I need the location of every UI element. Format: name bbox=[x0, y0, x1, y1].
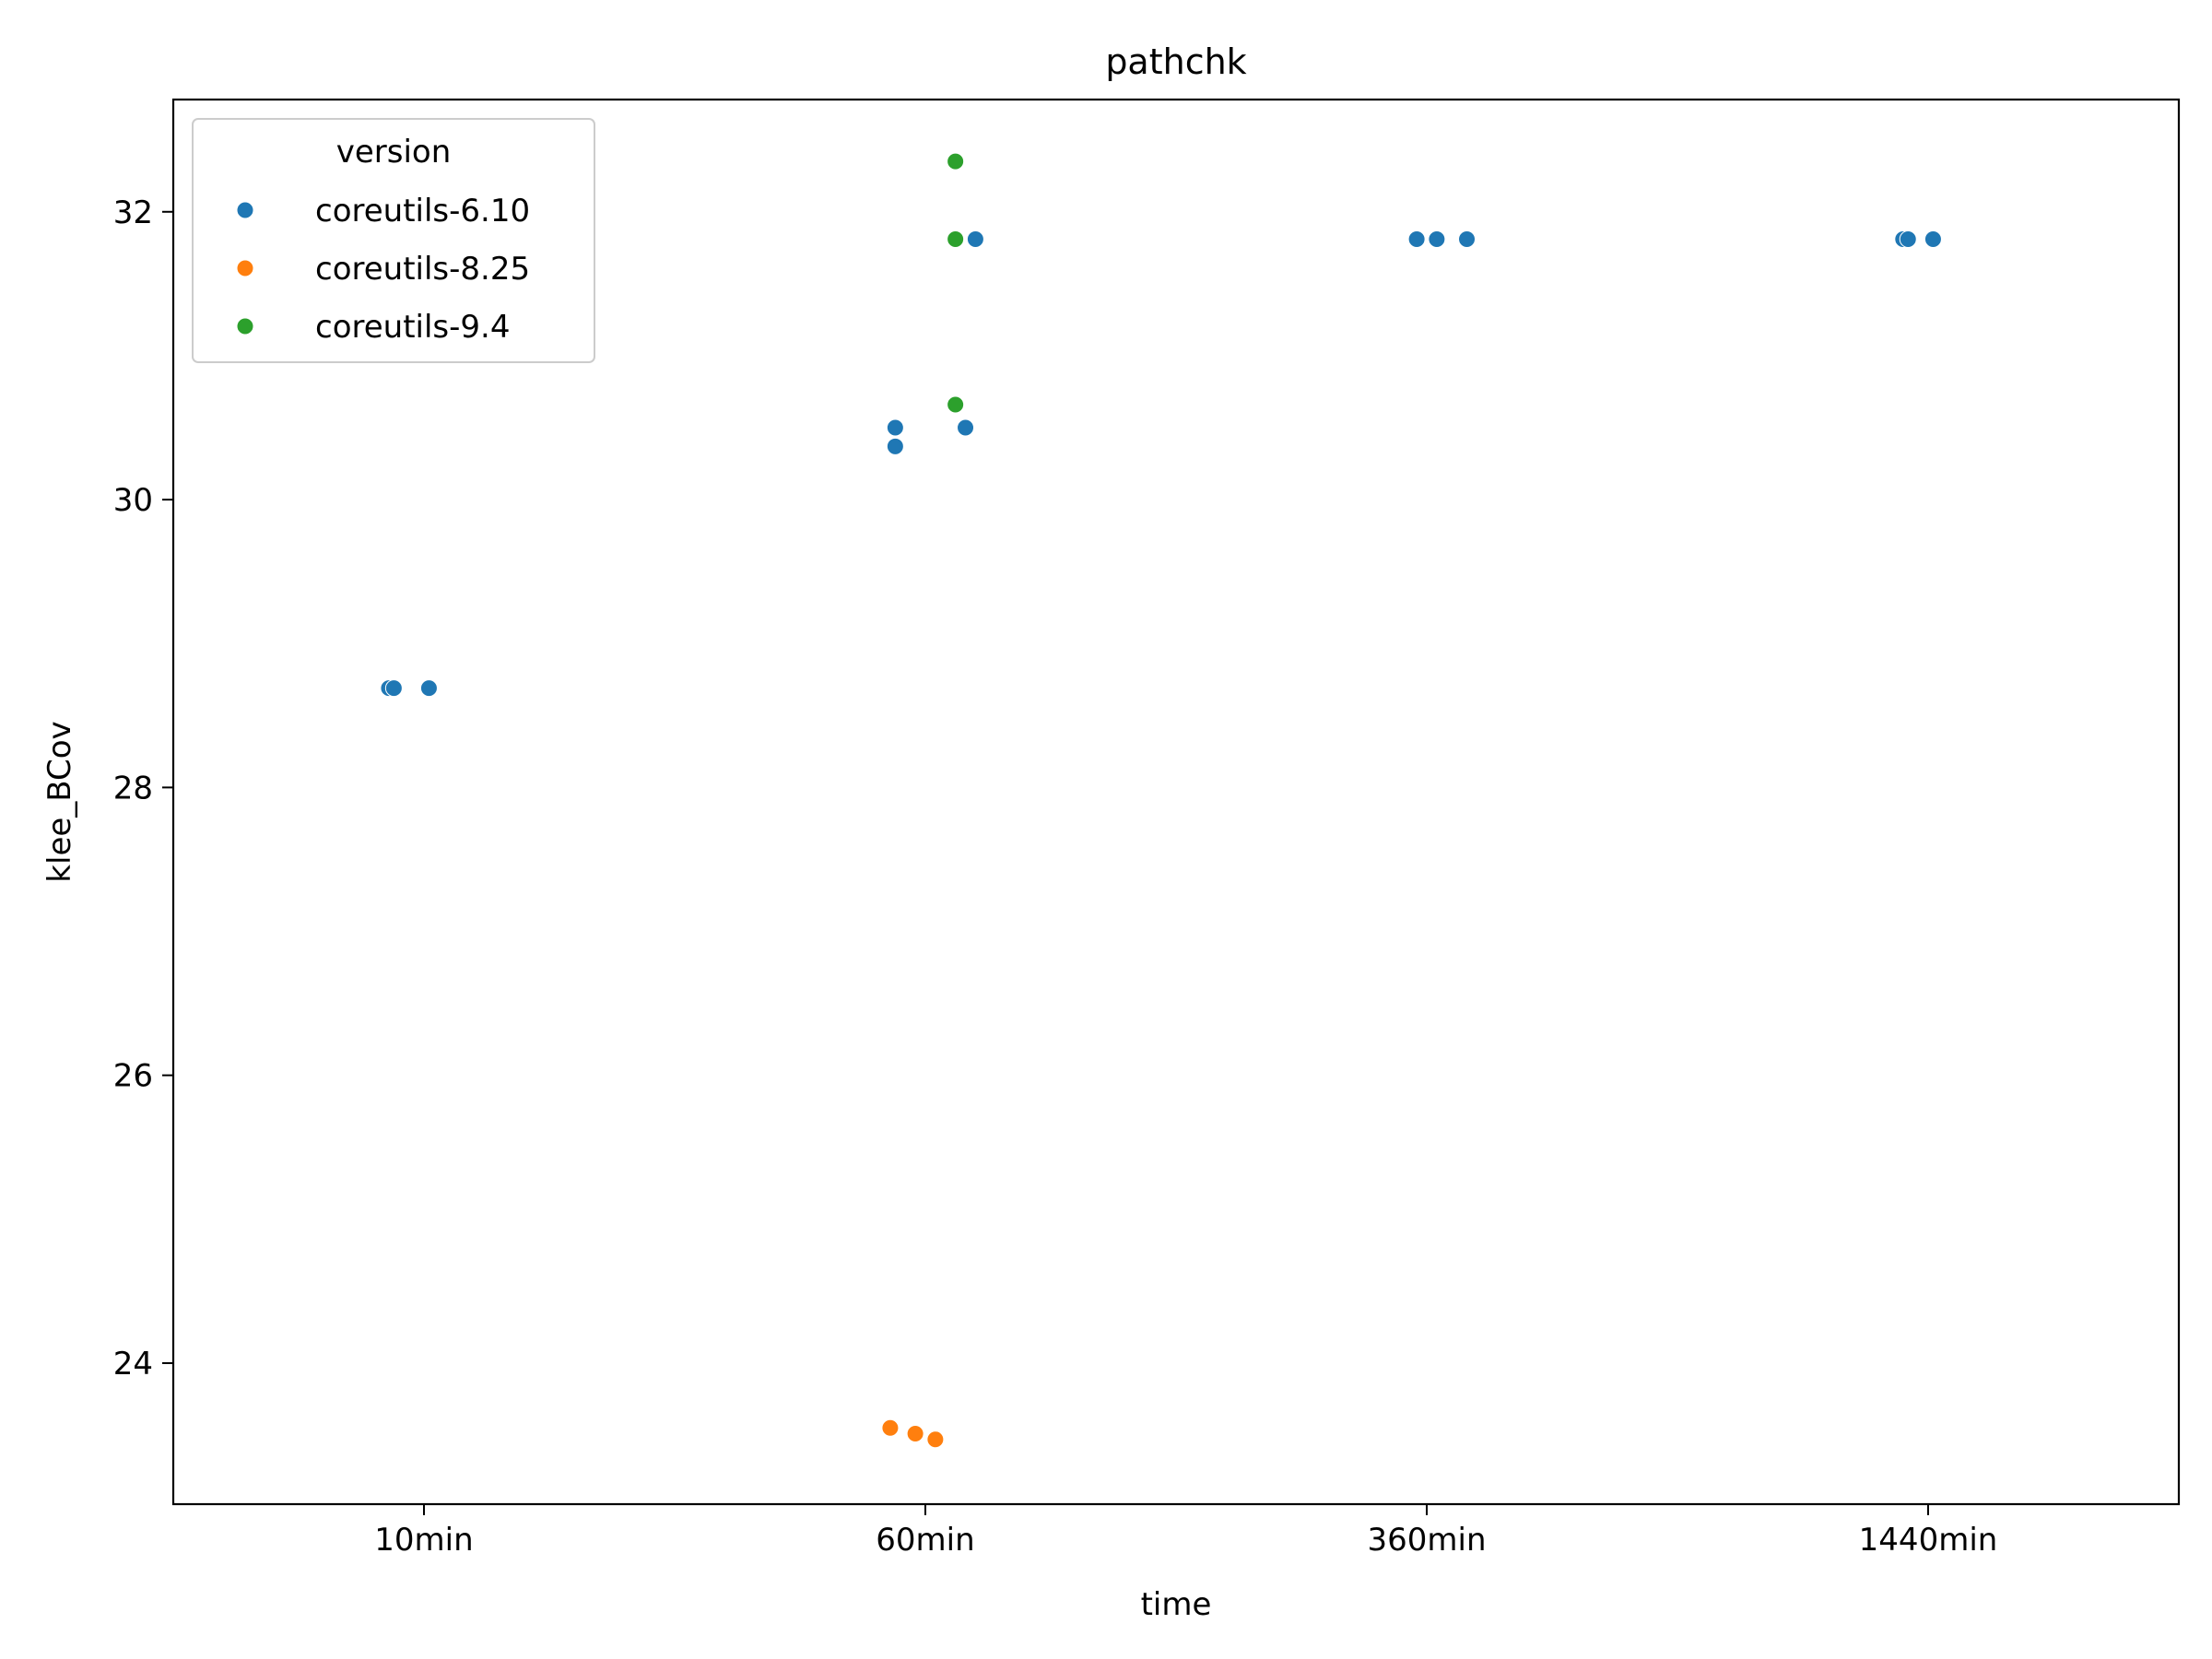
y-tick-label: 32 bbox=[113, 194, 153, 231]
data-point bbox=[1428, 229, 1446, 248]
data-point bbox=[886, 418, 904, 437]
data-point bbox=[886, 437, 904, 455]
ticks-layer: 10min 60min 360min 1440min 24 26 28 30 32 bbox=[113, 194, 1998, 1559]
legend-label: coreutils-9.4 bbox=[315, 309, 510, 346]
data-point bbox=[1407, 229, 1426, 248]
y-tick-label: 24 bbox=[113, 1346, 153, 1382]
data-point bbox=[966, 229, 984, 248]
y-axis-label: klee_BCov bbox=[41, 721, 78, 882]
data-point bbox=[1924, 229, 1942, 248]
data-point bbox=[906, 1424, 924, 1442]
legend-marker bbox=[236, 201, 254, 219]
x-tick-label: 60min bbox=[876, 1522, 974, 1559]
series-coreutils-6.10 bbox=[380, 229, 1942, 698]
series-coreutils-8.25 bbox=[881, 1418, 945, 1449]
x-tick-label: 1440min bbox=[1859, 1522, 1998, 1559]
plot-frame bbox=[171, 98, 2181, 1506]
data-point bbox=[384, 679, 403, 698]
x-axis-label: time bbox=[1141, 1586, 1212, 1623]
series-coreutils-9.4 bbox=[947, 152, 965, 414]
y-tick-label: 30 bbox=[113, 482, 153, 519]
legend: version coreutils-6.10coreutils-8.25core… bbox=[192, 118, 595, 363]
legend-label: coreutils-6.10 bbox=[315, 193, 530, 229]
x-tick-label: 10min bbox=[374, 1522, 473, 1559]
legend-entries: coreutils-6.10 coreutils-8.25 coreutils-9.… bbox=[236, 193, 530, 346]
data-point bbox=[1458, 229, 1477, 248]
points-layer bbox=[380, 152, 1942, 1449]
data-point bbox=[957, 418, 975, 437]
data-point bbox=[419, 679, 438, 698]
legend-entry: coreutils-8.25 bbox=[236, 251, 530, 288]
y-tick-label: 26 bbox=[113, 1058, 153, 1095]
legend-marker bbox=[236, 317, 254, 335]
data-point bbox=[947, 152, 965, 171]
data-point bbox=[947, 395, 965, 414]
legend-entry: coreutils-6.10 bbox=[236, 193, 530, 229]
data-point bbox=[947, 229, 965, 248]
legend-entry: coreutils-9.4 bbox=[236, 309, 510, 346]
data-point bbox=[926, 1430, 945, 1449]
data-point bbox=[881, 1418, 900, 1437]
legend-label: coreutils-8.25 bbox=[315, 251, 530, 288]
legend-box bbox=[192, 118, 595, 363]
legend-title: version bbox=[336, 134, 452, 171]
chart-title: pathchk bbox=[1105, 41, 1246, 82]
x-tick-label: 360min bbox=[1367, 1522, 1486, 1559]
data-point bbox=[1899, 229, 1917, 248]
y-tick-label: 28 bbox=[113, 770, 153, 806]
legend-marker bbox=[236, 259, 254, 277]
